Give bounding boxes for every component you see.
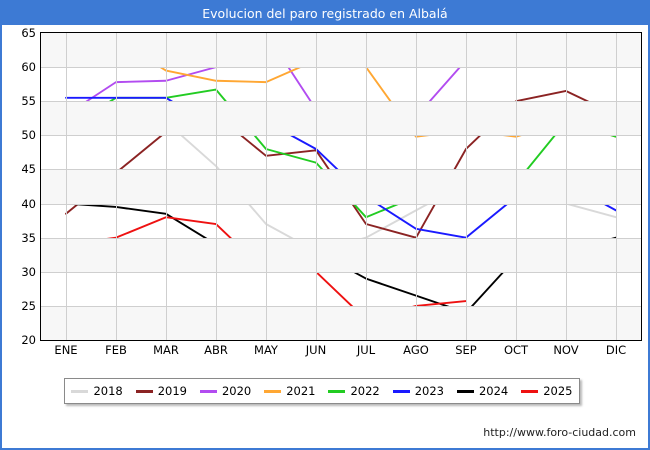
gridline-vertical — [516, 33, 517, 340]
legend-label: 2022 — [350, 384, 380, 398]
legend-label: 2018 — [93, 384, 123, 398]
gridline-horizontal — [41, 272, 641, 273]
x-tick-label: AGO — [403, 343, 429, 357]
legend-swatch-icon — [199, 389, 217, 393]
gridline-horizontal — [41, 67, 641, 68]
window-title: Evolucion del paro registrado en Albalá — [2, 2, 648, 25]
gridline-horizontal — [41, 135, 641, 136]
legend-swatch-icon — [521, 389, 539, 393]
gridline-horizontal — [41, 169, 641, 170]
legend-swatch-icon — [392, 389, 410, 393]
legend-item-2018[interactable]: 2018 — [71, 384, 123, 398]
x-tick-label: DIC — [605, 343, 627, 357]
gridline-horizontal — [41, 306, 641, 307]
x-tick-label: FEB — [105, 343, 127, 357]
gridline-horizontal — [41, 101, 641, 102]
legend-item-2021[interactable]: 2021 — [264, 384, 316, 398]
x-tick-label: JUL — [356, 343, 376, 357]
y-tick-label: 45 — [21, 162, 36, 177]
x-tick-label: ABR — [204, 343, 228, 357]
y-axis: 20 25 30 35 40 45 50 55 60 65 — [2, 27, 36, 346]
y-tick-label: 35 — [21, 230, 36, 245]
y-tick-label: 40 — [21, 196, 36, 211]
legend-swatch-icon — [456, 389, 474, 393]
legend-item-2024[interactable]: 2024 — [456, 384, 509, 398]
legend-label: 2019 — [157, 384, 188, 398]
source-url: http://www.foro-ciudad.com — [483, 426, 636, 439]
gridline-vertical — [116, 33, 117, 340]
y-tick-label: 60 — [21, 60, 36, 75]
legend-item-2019[interactable]: 2019 — [135, 384, 188, 398]
legend-label: 2024 — [478, 384, 509, 398]
y-tick-label: 55 — [21, 94, 36, 109]
y-tick-label: 20 — [21, 333, 36, 347]
gridline-vertical — [66, 33, 67, 340]
grid-band — [41, 305, 641, 340]
x-tick-label: MAY — [254, 343, 278, 357]
gridline-vertical — [616, 33, 617, 340]
x-tick-label: NOV — [553, 343, 579, 357]
x-tick-label: JUN — [305, 343, 327, 357]
gridline-vertical — [416, 33, 417, 340]
x-axis: ENE FEB MAR ABR MAY JUN JUL AGO SEP OCT NOV DIC — [40, 343, 642, 363]
legend-item-2020[interactable]: 2020 — [199, 384, 252, 398]
chart-canvas: 20 25 30 35 40 45 50 55 60 65 ENE FEB MAR ABR MAY JUN J… — [2, 25, 648, 372]
x-tick-label: OCT — [503, 343, 529, 357]
legend-item-2025[interactable]: 2025 — [521, 384, 573, 398]
legend-label: 2020 — [221, 384, 252, 398]
gridline-vertical — [216, 33, 217, 340]
legend-swatch-icon — [264, 389, 282, 393]
grid-band — [41, 237, 641, 272]
gridline-horizontal — [41, 204, 641, 205]
x-tick-label: SEP — [455, 343, 477, 357]
plot-area — [40, 32, 642, 341]
y-tick-label: 25 — [21, 298, 36, 313]
gridline-vertical — [166, 33, 167, 340]
legend-item-2023[interactable]: 2023 — [392, 384, 445, 398]
grid-band — [41, 33, 641, 68]
gridline-vertical — [466, 33, 467, 340]
grid-band — [41, 169, 641, 204]
legend-item-2022[interactable]: 2022 — [328, 384, 380, 398]
gridline-vertical — [266, 33, 267, 340]
legend-swatch-icon — [328, 389, 346, 393]
plot-inner — [41, 33, 641, 340]
grid-band — [41, 101, 641, 136]
y-tick-label: 65 — [21, 26, 36, 40]
x-tick-label: MAR — [153, 343, 179, 357]
x-tick-label: ENE — [54, 343, 78, 357]
y-tick-label: 30 — [21, 264, 36, 279]
chart-legend: 2018 2019 2020 2021 2022 2023 2024 2025 — [64, 378, 580, 404]
gridline-horizontal — [41, 238, 641, 239]
legend-label: 2021 — [286, 384, 316, 398]
legend-swatch-icon — [135, 389, 153, 393]
legend-swatch-icon — [71, 389, 89, 393]
gridline-vertical — [366, 33, 367, 340]
y-tick-label: 50 — [21, 128, 36, 143]
gridline-vertical — [316, 33, 317, 340]
legend-label: 2023 — [414, 384, 445, 398]
gridline-vertical — [566, 33, 567, 340]
legend-label: 2025 — [543, 384, 573, 398]
